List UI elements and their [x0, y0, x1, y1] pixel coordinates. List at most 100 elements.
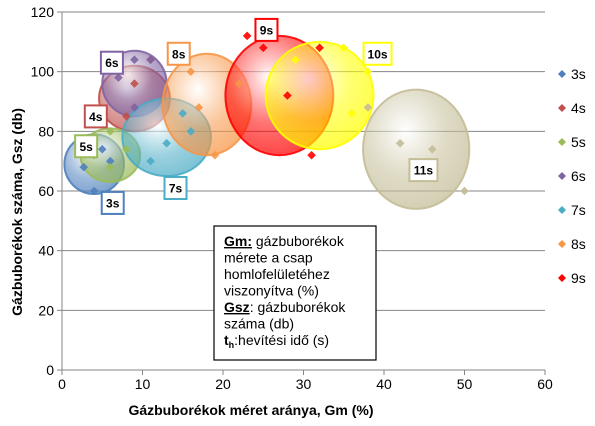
data-point-8s	[210, 150, 220, 160]
note-text: : gázbuborékok	[250, 299, 347, 315]
point-layer	[79, 31, 469, 196]
legend-marker-9s	[558, 274, 566, 282]
data-point-10s	[291, 55, 300, 65]
legend: 3s 4s 5s 6s 7s 8s 9s	[558, 66, 586, 286]
y-tick-label: 120	[31, 4, 55, 20]
legend-marker-6s	[558, 172, 566, 180]
legend-marker-8s	[558, 240, 566, 248]
callout-label-6s: 6s	[105, 56, 119, 70]
legend-label-9s: 9s	[571, 270, 586, 286]
note-text: mérete a csap	[224, 250, 313, 266]
axes: 0 20 40 60 80 100 120 0 10 20 30 40 50 60	[31, 4, 553, 392]
data-point-4s	[122, 112, 131, 121]
legend-label-5s: 5s	[571, 134, 586, 150]
y-axis-title: Gázbuborékok száma, Gsz (db)	[9, 108, 25, 316]
note-subscript: h	[229, 340, 235, 350]
data-point-11s	[363, 103, 373, 112]
y-tick-label: 60	[38, 183, 54, 199]
data-point-6s	[130, 55, 139, 65]
note-line: th:hevítési idő (s)	[224, 332, 329, 350]
note-text: viszonyítva (%)	[224, 283, 319, 299]
data-point-7s	[146, 156, 155, 166]
data-point-6s	[130, 103, 139, 112]
x-tick-label: 60	[537, 376, 553, 392]
legend-marker-4s	[558, 104, 566, 112]
callout-box-7s	[163, 176, 188, 201]
data-point-5s	[122, 144, 131, 154]
callout-layer: 3s 4s 5s 6s 7s 8s 9s 10s 11s	[74, 17, 439, 215]
note-term: Gm:	[224, 233, 252, 249]
legend-label-8s: 8s	[571, 236, 586, 252]
callout-label-9s: 9s	[260, 23, 274, 37]
x-tick-label: 20	[215, 376, 231, 392]
legend-label-6s: 6s	[571, 168, 586, 184]
data-point-11s	[395, 138, 405, 148]
y-tick-label: 40	[38, 243, 54, 259]
note-line: száma (db)	[224, 316, 294, 332]
legend-marker-7s	[558, 206, 566, 214]
x-tick-label: 40	[376, 376, 392, 392]
bubble-10s	[264, 40, 375, 151]
callout-box-5s	[74, 134, 99, 159]
data-point-9s	[242, 31, 252, 41]
y-tick-label: 100	[31, 64, 55, 80]
data-point-9s	[283, 91, 292, 100]
note-term: Gsz	[224, 299, 250, 315]
note-frame	[213, 225, 377, 361]
x-tick-label: 30	[296, 376, 312, 392]
bubble-11s	[362, 88, 471, 210]
y-tick-label: 20	[38, 302, 54, 318]
callout-label-11s: 11s	[414, 164, 434, 178]
data-point-7s	[186, 126, 196, 136]
note-line: homlofelületéhez	[224, 266, 330, 282]
callout-box-8s	[166, 41, 191, 66]
callout-label-4s: 4s	[89, 110, 103, 124]
data-point-3s	[79, 162, 89, 172]
data-point-3s	[89, 186, 99, 196]
callout-box-9s	[254, 17, 279, 42]
note-text: száma (db)	[224, 316, 294, 332]
callout-label-3s: 3s	[106, 196, 120, 210]
data-point-9s	[315, 43, 324, 53]
x-tick-label: 10	[135, 376, 151, 392]
callout-label-8s: 8s	[172, 47, 186, 61]
data-point-4s	[130, 79, 139, 88]
callout-label-10s: 10s	[368, 47, 388, 61]
note-line: viszonyítva (%)	[224, 283, 319, 299]
data-point-3s	[97, 144, 107, 154]
data-point-10s	[339, 43, 349, 53]
data-point-9s	[307, 150, 316, 160]
data-point-6s	[146, 55, 155, 65]
legend-marker-5s	[558, 138, 566, 146]
data-point-5s	[105, 162, 115, 172]
data-point-9s	[258, 43, 268, 53]
x-tick-label: 0	[58, 376, 66, 392]
legend-label-4s: 4s	[571, 100, 586, 116]
data-point-10s	[347, 109, 357, 118]
note-text: :hevítési idő (s)	[234, 332, 329, 348]
note-text: gázbuborékok	[252, 233, 345, 249]
legend-marker-3s	[558, 70, 566, 78]
note-text: homlofelületéhez	[224, 266, 330, 282]
data-point-7s	[178, 109, 188, 118]
note-line: mérete a csap	[224, 250, 313, 266]
legend-label-3s: 3s	[571, 66, 586, 82]
data-point-5s	[105, 126, 115, 136]
callout-label-7s: 7s	[169, 182, 183, 196]
legend-label-7s: 7s	[571, 202, 586, 218]
data-point-10s	[363, 67, 373, 77]
data-point-6s	[113, 73, 123, 82]
callout-box-4s	[83, 104, 108, 129]
note-line: Gm: gázbuborékok	[224, 233, 345, 249]
x-tick-label: 50	[457, 376, 473, 392]
callout-box-10s	[362, 41, 393, 66]
data-point-11s	[460, 186, 469, 196]
note-term: t	[224, 332, 229, 348]
data-point-8s	[234, 79, 244, 88]
data-point-8s	[194, 103, 204, 112]
callout-box-3s	[100, 190, 125, 215]
data-point-7s	[162, 138, 172, 148]
callout-label-5s: 5s	[79, 140, 93, 154]
